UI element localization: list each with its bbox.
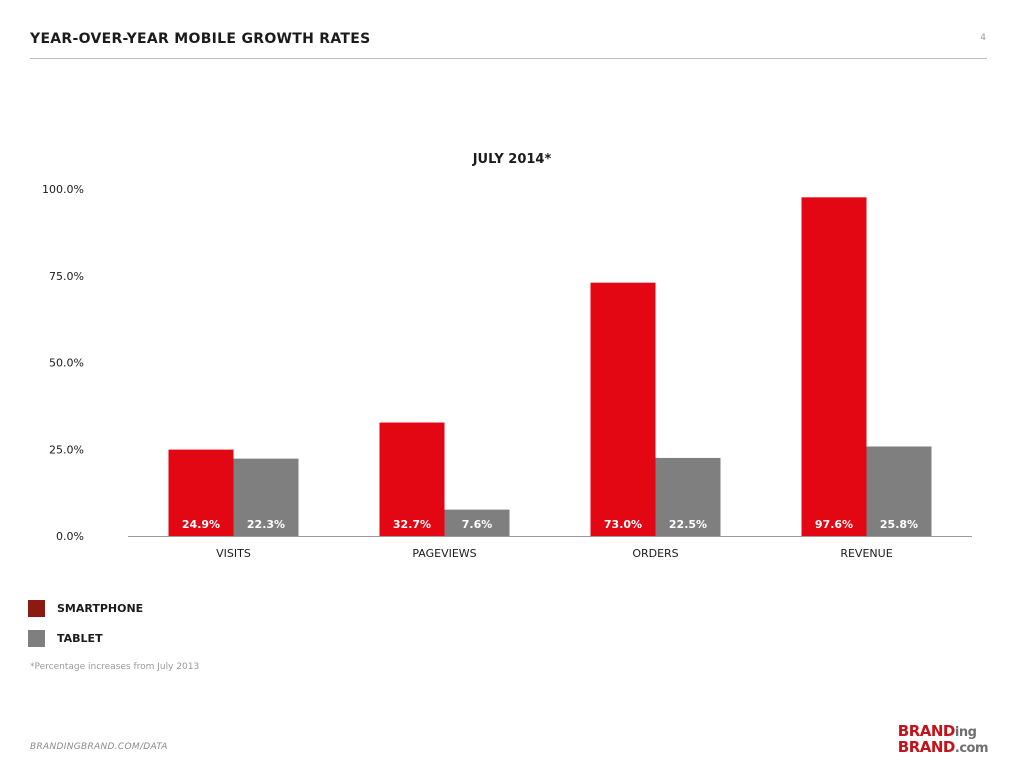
- data-label: 24.9%: [182, 518, 220, 531]
- bar-smartphone-orders: [590, 282, 656, 536]
- data-label: 32.7%: [393, 518, 431, 531]
- bar-tablet-revenue: [866, 446, 932, 536]
- y-tick-label: 100.0%: [42, 183, 84, 196]
- x-tick-label: ORDERS: [632, 547, 678, 560]
- data-label: 7.6%: [462, 518, 493, 531]
- bar-tablet-pageviews: [444, 509, 510, 536]
- legend-label-smartphone: SMARTPHONE: [57, 602, 144, 615]
- data-label: 73.0%: [604, 518, 642, 531]
- footnote: *Percentage increases from July 2013: [30, 662, 200, 672]
- y-tick-label: 25.0%: [49, 443, 84, 456]
- bar-smartphone-pageviews: [379, 422, 445, 536]
- data-label: 25.8%: [880, 518, 918, 531]
- x-tick-label: REVENUE: [840, 547, 892, 560]
- bar-tablet-orders: [655, 457, 721, 536]
- slide-title: YEAR-OVER-YEAR MOBILE GROWTH RATES: [30, 31, 371, 47]
- y-tick-label: 50.0%: [49, 357, 84, 370]
- x-tick-label: PAGEVIEWS: [412, 547, 476, 560]
- chart-title: JULY 2014*: [472, 152, 552, 167]
- legend-item-tablet: TABLET: [28, 630, 143, 647]
- y-tick-label: 75.0%: [49, 270, 84, 283]
- data-label: 22.3%: [247, 518, 285, 531]
- title-divider: [30, 58, 987, 59]
- y-tick-label: 0.0%: [56, 530, 84, 543]
- page-number: 4: [980, 33, 986, 43]
- data-label: 97.6%: [815, 518, 853, 531]
- bar-tablet-visits: [233, 458, 299, 536]
- data-label: 22.5%: [669, 518, 707, 531]
- legend-item-smartphone: SMARTPHONE: [28, 600, 143, 617]
- legend-swatch-smartphone: [28, 600, 45, 617]
- legend: SMARTPHONE TABLET: [28, 600, 143, 660]
- bar-smartphone-visits: [168, 449, 234, 536]
- legend-label-tablet: TABLET: [57, 632, 103, 645]
- brand-logo: BRANDing BRAND.com: [897, 722, 989, 757]
- x-tick-label: VISITS: [216, 547, 251, 560]
- legend-swatch-tablet: [28, 630, 45, 647]
- footer-source: BRANDINGBRAND.COM/DATA: [30, 742, 168, 752]
- bar-smartphone-revenue: [801, 197, 867, 536]
